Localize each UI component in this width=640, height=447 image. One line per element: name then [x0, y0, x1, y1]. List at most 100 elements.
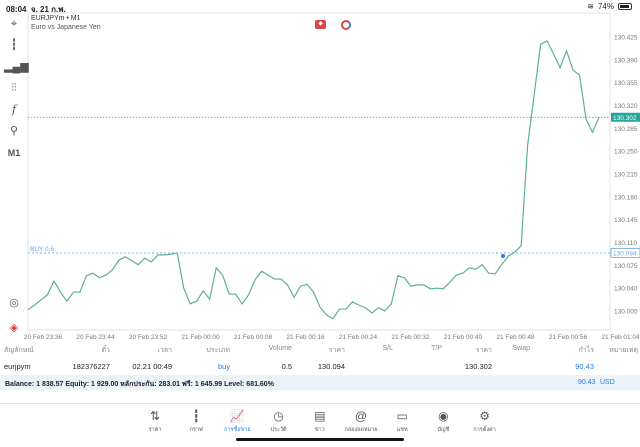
- nav-tab-label: การซื้อขาย: [224, 427, 251, 433]
- balance-summary: Balance: 1 838.57 Equity: 1 929.00 หลักป…: [5, 381, 274, 388]
- x-tick-label: 21 Feb 01:04: [601, 334, 640, 341]
- x-tick-label: 21 Feb 00:32: [391, 334, 430, 341]
- y-tick-label: 130.110: [614, 240, 637, 247]
- objects-icon[interactable]: ⚲: [9, 125, 19, 137]
- y-tick-label: 130.355: [614, 80, 638, 87]
- y-tick-label: 130.425: [614, 35, 638, 42]
- nav-tab-label: ข่าว: [314, 427, 325, 433]
- column-header[interactable]: S/L: [382, 345, 393, 352]
- table-cell: 90.43: [575, 362, 594, 371]
- column-header[interactable]: ราคา: [475, 347, 492, 354]
- nav-tab-label: การตั้งค่า: [473, 427, 496, 433]
- total-profit: 90.43: [578, 379, 596, 386]
- y-tick-label: 130.005: [614, 309, 638, 316]
- nav-tab[interactable]: @ กล่องจดหมาย: [336, 409, 386, 434]
- mailbox-icon: @: [354, 409, 368, 423]
- nav-tab-label: กราฟ: [189, 427, 203, 433]
- candlestick-icon[interactable]: ┇: [10, 39, 18, 51]
- crosshair-icon[interactable]: ⌖: [10, 18, 18, 30]
- home-indicator: [236, 438, 404, 441]
- currency: USD: [600, 379, 615, 386]
- chart-mode-icon[interactable]: ◆: [315, 20, 326, 29]
- y-tick-label: 130.075: [614, 263, 638, 270]
- nav-tab-label: บัญชี: [437, 427, 450, 433]
- x-tick-label: 20 Feb 23:44: [76, 334, 115, 341]
- nav-tab-label: ราคา: [148, 427, 162, 433]
- table-cell: 130.094: [317, 362, 345, 371]
- y-tick-label: 130.040: [614, 286, 638, 293]
- table-cell: 182376227: [72, 362, 110, 371]
- y-tick-label: 130.285: [614, 126, 638, 133]
- column-header[interactable]: หมายเหตุ: [609, 347, 638, 354]
- x-tick-label: 21 Feb 00:24: [339, 334, 378, 341]
- balance-row: Balance: 1 838.57 Equity: 1 929.00 หลักป…: [0, 375, 640, 390]
- column-header[interactable]: ราคา: [328, 347, 345, 354]
- chat-icon: ▭: [396, 409, 408, 423]
- chart-description: Euro vs Japanese Yen: [31, 24, 101, 31]
- settings-sliders-icon[interactable]: ⫶⫶: [11, 82, 17, 94]
- column-header[interactable]: Volume: [268, 345, 292, 352]
- bottom-nav: ⇅ ราคา ┇ กราฟ 📈 การซื้อขาย ◷ ประวัติ ▤ ข่าว @ กล่อง…: [0, 403, 640, 447]
- trade-icon: 📈: [229, 409, 245, 423]
- position-label: BUY 0.5: [30, 246, 54, 253]
- wifi-icon: ≋: [587, 2, 594, 11]
- column-header[interactable]: เวลา: [157, 347, 172, 354]
- x-tick-label: 21 Feb 00:40: [444, 334, 483, 341]
- x-tick-label: 21 Feb 00:08: [234, 334, 273, 341]
- position-price-box: [610, 248, 640, 258]
- y-tick-label: 130.145: [614, 217, 638, 224]
- x-tick-label: 20 Feb 23:52: [129, 334, 168, 341]
- news-icon: ▤: [314, 409, 326, 423]
- indicators-icon[interactable]: ▂▄▆: [4, 61, 29, 73]
- nav-tab-label: กล่องจดหมาย: [344, 427, 378, 433]
- trade-levels-icon[interactable]: [341, 20, 351, 30]
- trade-toggle-icon[interactable]: ◈: [9, 322, 19, 334]
- one-click-trading-icon[interactable]: ◎: [9, 297, 19, 309]
- y-tick-label: 130.320: [614, 103, 638, 110]
- nav-tab[interactable]: ┇ กราฟ: [171, 409, 221, 434]
- table-cell: 0.5: [281, 362, 292, 371]
- chart-symbol: EURJPYm • M1: [31, 15, 81, 22]
- price-line: [27, 40, 600, 320]
- quotes-icon: ⇅: [149, 409, 161, 423]
- battery-percent: 74%: [597, 2, 614, 11]
- battery-icon: [618, 3, 632, 10]
- y-tick-label: 130.250: [614, 149, 638, 156]
- table-cell: eurjpym: [4, 362, 31, 371]
- x-tick-label: 20 Feb 23:36: [24, 334, 63, 341]
- x-tick-label: 21 Feb 00:56: [549, 334, 588, 341]
- bid-price: 130.302: [613, 115, 637, 122]
- nav-tab[interactable]: ▤ ข่าว: [295, 409, 345, 434]
- column-header[interactable]: กำไร: [578, 347, 594, 354]
- nav-tab[interactable]: 📈 การซื้อขาย: [212, 409, 262, 434]
- status-bar: 08:04 จ. 21 ก.พ. ≋ 74%: [0, 0, 640, 14]
- function-icon[interactable]: f: [11, 103, 17, 116]
- history-icon: ◷: [273, 409, 284, 423]
- column-header[interactable]: ตั๋ว: [101, 347, 110, 354]
- x-tick-label: 21 Feb 00:48: [496, 334, 535, 341]
- position-price: 130.094: [613, 250, 637, 257]
- column-header[interactable]: ประเภท: [206, 347, 230, 354]
- nav-tab[interactable]: ⇅ ราคา: [130, 409, 180, 434]
- chart-frame: [27, 12, 611, 331]
- status-time: 08:04 จ. 21 ก.พ.: [6, 5, 66, 14]
- nav-tab[interactable]: ◷ ประวัติ: [254, 409, 304, 434]
- nav-tab[interactable]: ◉ บัญชี: [418, 409, 468, 434]
- timeframe-button[interactable]: M1: [7, 148, 21, 158]
- y-tick-label: 130.390: [614, 57, 638, 64]
- position-entry-marker: [501, 253, 505, 258]
- chart-icon: ┇: [192, 409, 200, 423]
- column-header[interactable]: Swap: [512, 345, 530, 352]
- y-tick-label: 130.215: [614, 172, 638, 179]
- nav-tab[interactable]: ⚙ การตั้งค่า: [460, 409, 510, 434]
- nav-tab-label: แชท: [396, 427, 408, 433]
- settings-icon: ⚙: [479, 409, 490, 423]
- bid-price-box: [611, 112, 640, 122]
- account-icon: ◉: [438, 409, 449, 423]
- column-header[interactable]: T/P: [431, 345, 442, 352]
- table-cell: 02.21 00:49: [132, 362, 172, 371]
- column-header[interactable]: สัญลักษณ์: [4, 347, 34, 354]
- table-cell: 130.302: [464, 362, 492, 371]
- nav-tab[interactable]: ▭ แชท: [377, 409, 427, 434]
